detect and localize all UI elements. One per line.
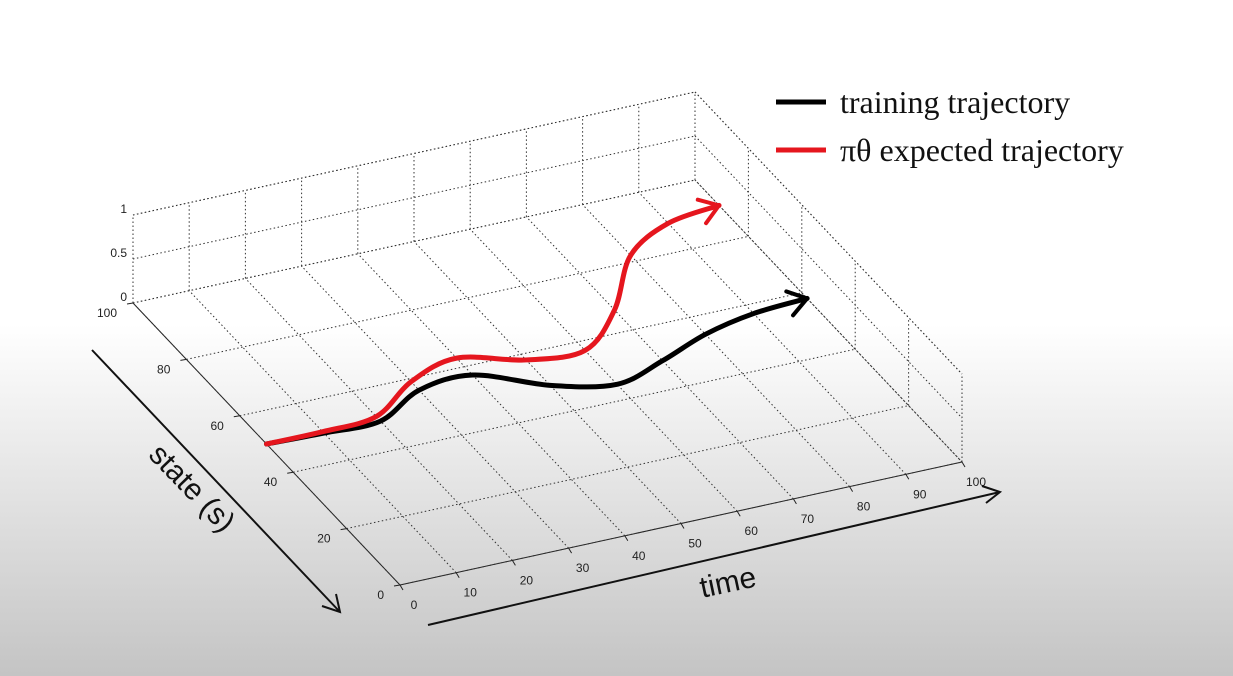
- grid-line: [245, 278, 513, 561]
- y-tick-label: 80: [157, 362, 171, 376]
- x-tick-label: 10: [464, 586, 478, 600]
- tick-mark: [568, 547, 573, 554]
- grid-line: [638, 191, 907, 475]
- y-tick-label: 20: [317, 532, 331, 546]
- x-tick-label: 50: [688, 537, 702, 551]
- grid-line: [694, 91, 963, 375]
- grid-line: [301, 265, 569, 549]
- x-tick-label: 40: [632, 549, 646, 563]
- grid-line: [694, 179, 963, 463]
- grid-line: [582, 204, 850, 487]
- tick-mark: [736, 510, 741, 517]
- legend-label: πθ expected trajectory: [840, 132, 1124, 168]
- x-tick-label: 60: [745, 524, 759, 538]
- trajectory-arrowhead: [695, 197, 722, 226]
- trajectory-arrowhead: [784, 289, 810, 318]
- tick-mark: [287, 471, 294, 474]
- x-tick-label: 70: [801, 512, 815, 526]
- state-arrow: [91, 349, 341, 613]
- x-tick-label: 20: [520, 573, 534, 587]
- tick-mark: [126, 302, 134, 305]
- tick-mark: [905, 474, 910, 480]
- tick-mark: [792, 498, 797, 505]
- axis-arrows: [91, 349, 1003, 626]
- trajectory: [264, 295, 810, 447]
- time-arrow: [427, 491, 1001, 626]
- grid-line: [132, 302, 401, 586]
- tick-mark: [180, 358, 187, 361]
- time-arrowhead: [981, 485, 1003, 504]
- grid-line: [188, 290, 457, 574]
- grid-line: [526, 216, 794, 500]
- tick-mark: [340, 528, 347, 531]
- grid-line: [694, 135, 963, 419]
- z-tick-label: 0.5: [110, 246, 127, 260]
- grid-line: [469, 228, 738, 512]
- y-tick-label: 0: [377, 588, 384, 602]
- x-tick-label: 30: [576, 561, 590, 575]
- tick-mark: [680, 523, 685, 529]
- legend-label: training trajectory: [840, 84, 1070, 120]
- x-tick-label: 0: [411, 598, 418, 612]
- y-tick-label: 40: [264, 475, 278, 489]
- tick-mark: [511, 560, 516, 566]
- y-tick-label: 100: [97, 306, 117, 320]
- tick-mark: [961, 461, 966, 468]
- trajectory: [264, 202, 722, 447]
- tick-mark: [233, 415, 240, 418]
- x-tick-label: 80: [857, 500, 871, 514]
- y-tick-label: 60: [210, 419, 224, 433]
- grid-line: [694, 179, 963, 463]
- grid-line: [357, 253, 626, 537]
- tick-mark: [455, 572, 460, 578]
- state-arrowhead: [321, 593, 342, 614]
- z-tick-label: 1: [120, 202, 127, 216]
- grid-line: [413, 241, 682, 524]
- tick-mark: [849, 486, 854, 492]
- x-tick-label: 100: [966, 475, 986, 489]
- x-tick-label: 90: [913, 487, 927, 501]
- tick-mark: [399, 584, 404, 591]
- tick-mark: [624, 535, 629, 542]
- z-tick-label: 0: [120, 290, 127, 304]
- tick-mark: [393, 584, 401, 587]
